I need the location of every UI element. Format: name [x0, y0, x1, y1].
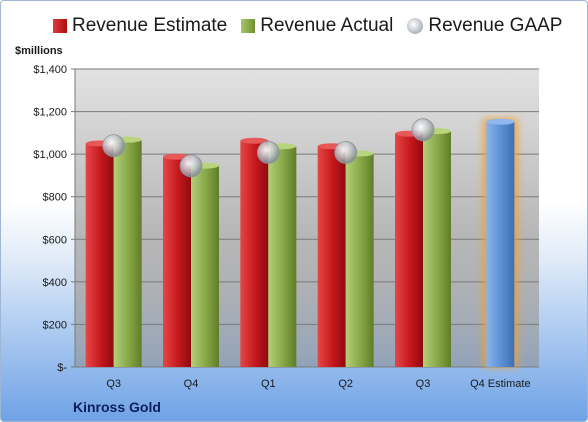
actual-bar — [268, 146, 297, 367]
gaap-bubble — [334, 141, 358, 164]
x-tick-label: Q4 — [184, 378, 199, 390]
estimate-bar — [163, 156, 191, 367]
gaap-bubble — [411, 118, 435, 142]
y-axis: $- $200 $400 $600 $800 $1,000 $1,200 $1,400 — [33, 64, 67, 374]
y-tick-label: $800 — [43, 192, 67, 204]
x-tick-label: Q1 — [261, 378, 276, 390]
actual-bar — [191, 165, 219, 367]
forecast-bar-cap — [486, 118, 515, 125]
gaap-bubble — [102, 134, 126, 158]
estimate-swatch-icon — [53, 19, 67, 33]
y-tick-label: $1,200 — [33, 107, 67, 119]
legend-item-estimate: Revenue Estimate — [53, 15, 227, 37]
estimate-bar — [240, 140, 269, 367]
estimate-bar — [395, 133, 423, 367]
y-axis-units: $millions — [15, 45, 63, 57]
legend-label-actual: Revenue Actual — [260, 15, 394, 36]
legend-item-gaap: Revenue GAAP — [407, 15, 562, 37]
plot-area — [75, 69, 539, 367]
gaap-bubble — [179, 154, 203, 178]
x-tick-label: Q3 — [106, 378, 121, 390]
actual-bar — [113, 139, 142, 367]
legend-label-estimate: Revenue Estimate — [72, 15, 228, 36]
legend-item-actual: Revenue Actual — [241, 15, 393, 37]
actual-swatch-icon — [241, 19, 256, 33]
forecast-bar — [486, 121, 515, 367]
y-tick-label: $1,400 — [33, 64, 67, 76]
actual-bar — [423, 131, 451, 367]
y-tick-label: $1,000 — [33, 149, 67, 161]
gaap-bubble — [256, 141, 280, 164]
gaap-bubble-icon — [407, 18, 424, 34]
bars — [85, 118, 518, 367]
gridlines — [71, 68, 539, 368]
legend: Revenue Estimate Revenue Actual Revenue … — [53, 15, 576, 37]
x-tick-label: Q4 Estimate — [470, 378, 531, 390]
legend-label-gaap: Revenue GAAP — [428, 15, 563, 36]
y-tick-label: $200 — [43, 319, 67, 331]
estimate-bar — [317, 146, 346, 367]
company-name: Kinross Gold — [73, 399, 161, 415]
estimate-bar — [85, 143, 114, 367]
x-axis: Q3 Q4 Q1 Q2 Q3 Q4 Estimate — [106, 378, 530, 390]
x-tick-label: Q3 — [416, 378, 431, 390]
actual-bar — [345, 153, 374, 367]
y-tick-label: $400 — [43, 277, 67, 289]
y-tick-label: $- — [57, 362, 67, 374]
y-tick-label: $600 — [43, 234, 67, 246]
estimate-bar-cap — [240, 137, 269, 144]
x-tick-label: Q2 — [338, 378, 353, 390]
